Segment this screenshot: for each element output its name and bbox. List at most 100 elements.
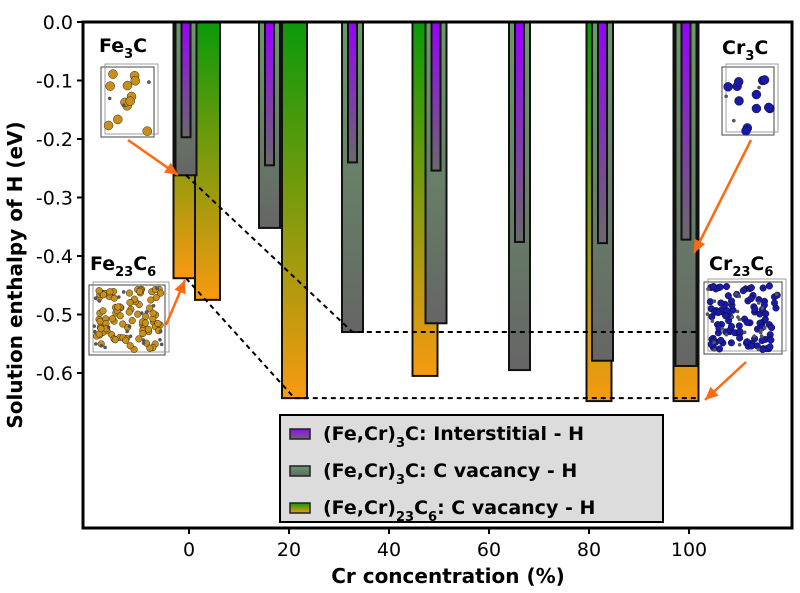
metal-atom	[116, 312, 124, 320]
metal-atom	[136, 287, 144, 295]
metal-atom	[751, 103, 762, 114]
metal-atom	[146, 304, 154, 312]
fe3c-structure	[100, 63, 159, 138]
carbon-atom	[742, 330, 747, 335]
y-tick-label: -0.6	[36, 363, 73, 385]
metal-atom	[722, 312, 730, 320]
metal-atom	[99, 307, 107, 315]
cr3c-structure	[721, 63, 779, 136]
carbon-atom	[159, 342, 164, 347]
metal-atom	[723, 82, 733, 92]
carbon-atom	[752, 334, 757, 338]
metal-atom	[122, 336, 130, 344]
metal-atom	[142, 126, 152, 136]
metal-atom	[122, 80, 133, 91]
metal-atom	[747, 342, 755, 350]
bar-series1-1	[264, 21, 275, 167]
metal-atom	[767, 336, 775, 344]
metal-atom	[126, 342, 134, 350]
carbon-atom	[107, 96, 112, 101]
plot-frame	[81, 20, 794, 530]
metal-atom	[736, 334, 744, 342]
metal-atom	[105, 81, 115, 91]
metal-atom	[128, 317, 136, 325]
arrow-head-icon	[694, 238, 706, 253]
bar-series1-2	[347, 21, 358, 164]
carbon-atom	[93, 329, 97, 334]
label-cr23c6: Cr23C6	[709, 253, 773, 280]
carbon-atom	[710, 319, 715, 323]
label-cr3c: Cr3C	[722, 37, 768, 64]
metal-atom	[125, 289, 133, 297]
metal-atom	[139, 330, 147, 338]
carbon-atom	[762, 326, 767, 330]
metal-atom	[761, 315, 769, 323]
carbon-atom	[757, 301, 761, 305]
carbon-atom	[155, 286, 159, 290]
metal-atom	[751, 305, 759, 313]
y-tick-label: -0.4	[36, 246, 73, 268]
metal-atom	[706, 298, 714, 306]
y-tick-label: -0.1	[36, 71, 73, 93]
x-tick-label: 0	[183, 539, 195, 561]
metal-atom	[736, 328, 744, 336]
legend-box	[279, 414, 664, 523]
metal-atom	[747, 295, 755, 303]
metal-atom	[747, 284, 755, 292]
carbon-atom	[759, 334, 764, 338]
y-axis-label: Solution enthalpy of H (eV)	[3, 121, 27, 428]
x-tick-label: 100	[671, 539, 707, 561]
carbon-atom	[106, 325, 111, 330]
label-fe23c6: Fe23C6	[90, 253, 156, 280]
metal-atom	[119, 320, 127, 328]
y-tick-label: 0.0	[43, 12, 73, 34]
carbon-atom	[93, 296, 98, 301]
carbon-atom	[94, 342, 98, 346]
metal-atom	[130, 76, 140, 86]
bar-series1-3	[430, 21, 442, 172]
metal-atom	[743, 318, 751, 326]
metal-atom	[714, 309, 722, 317]
metal-atom	[771, 299, 779, 307]
metal-atom	[759, 75, 770, 85]
metal-atom	[766, 343, 774, 351]
metal-atom	[751, 89, 762, 100]
bar-series1-4	[514, 21, 525, 243]
arrow-head-icon	[174, 280, 186, 295]
fe23c6-structure	[88, 281, 170, 356]
carbon-atom	[774, 292, 779, 296]
metal-atom	[759, 284, 767, 292]
metal-atom	[733, 77, 744, 87]
bar-series1-5	[597, 21, 608, 245]
carbon-atom	[737, 294, 742, 299]
x-ticks: 0 20 40 60 80 100	[183, 528, 707, 561]
carbon-atom	[158, 329, 163, 334]
x-tick-label: 20	[277, 539, 301, 561]
metal-atom	[715, 345, 723, 353]
metal-atom	[103, 120, 114, 131]
carbon-atom	[732, 118, 736, 123]
carbon-atom	[756, 347, 761, 352]
y-tick-label: -0.5	[36, 305, 73, 327]
carbon-atom	[712, 299, 717, 303]
metal-atom	[114, 303, 122, 311]
legend-swatch-0	[289, 428, 311, 440]
metal-atom	[146, 344, 154, 352]
carbon-atom	[724, 332, 729, 337]
metal-atom	[149, 309, 157, 317]
metal-atom	[110, 294, 118, 302]
metal-atom	[709, 283, 717, 291]
carbon-atom	[734, 291, 738, 296]
y-tick-label: -0.3	[36, 188, 73, 210]
bar-series1-0	[180, 21, 192, 139]
carbon-atom	[99, 343, 104, 348]
y-ticks: 0.0 -0.1 -0.2 -0.3 -0.4 -0.5 -0.6	[36, 12, 83, 385]
carbon-atom	[705, 312, 710, 316]
carbon-atom	[147, 80, 151, 84]
carbon-atom	[759, 328, 763, 333]
carbon-atom	[712, 348, 717, 352]
cr23c6-structure	[703, 278, 787, 355]
metal-atom	[154, 320, 162, 328]
cell-box-back	[104, 63, 159, 135]
